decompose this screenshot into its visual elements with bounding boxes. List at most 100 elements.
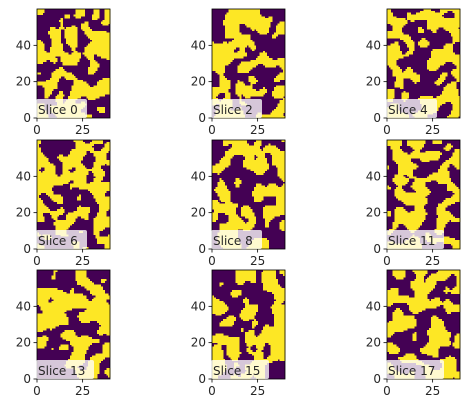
heatmap-cell xyxy=(427,329,448,333)
heatmap-cell xyxy=(259,88,268,92)
heatmap-cell xyxy=(226,344,240,347)
heatmap-cell xyxy=(64,30,78,33)
heatmap-cell xyxy=(62,63,78,66)
heatmap-cell xyxy=(456,284,461,287)
heatmap-cell xyxy=(91,39,111,42)
heatmap-cell xyxy=(212,218,218,221)
heatmap-cell xyxy=(57,156,83,159)
heatmap-cell xyxy=(212,63,229,66)
heatmap-cell xyxy=(456,275,461,278)
heatmap-cell xyxy=(37,194,40,197)
heatmap-cell xyxy=(243,154,255,157)
heatmap-cell xyxy=(447,143,452,146)
heatmap-cell xyxy=(397,167,417,170)
heatmap-cell xyxy=(212,94,218,97)
heatmap-cell xyxy=(407,16,444,19)
slice-label: Slice 6 xyxy=(36,230,87,249)
heatmap-cell xyxy=(93,161,111,164)
x-tick-label: 25 xyxy=(250,123,265,137)
heatmap-cell xyxy=(51,297,87,300)
heatmap-cell xyxy=(215,190,231,193)
heatmap-cell xyxy=(99,79,111,82)
heatmap-cell xyxy=(447,311,452,314)
heatmap-cell xyxy=(51,41,62,44)
heatmap-cell xyxy=(408,47,415,50)
heatmap-cell xyxy=(93,223,111,226)
x-tick-label: 25 xyxy=(425,384,440,398)
heatmap-cell xyxy=(456,65,461,68)
heatmap-cell xyxy=(394,41,399,44)
heatmap-cell xyxy=(89,63,100,66)
heatmap-cell xyxy=(37,143,40,146)
heatmap-cell xyxy=(387,289,399,293)
heatmap-cell xyxy=(106,368,111,371)
heatmap-cell xyxy=(84,286,103,289)
heatmap-cell xyxy=(235,179,242,183)
heatmap-cell xyxy=(84,54,94,57)
heatmap-cell xyxy=(281,185,286,188)
heatmap-cell xyxy=(392,72,417,75)
heatmap-cell xyxy=(224,32,242,35)
heatmap-cell xyxy=(394,212,428,215)
heatmap-cell xyxy=(104,245,111,248)
heatmap-cell xyxy=(272,158,286,161)
heatmap-cell xyxy=(62,169,69,172)
heatmap-cell xyxy=(390,23,406,26)
heatmap-cell xyxy=(37,214,43,217)
y-tick-label: 40 xyxy=(16,169,31,183)
heatmap-cell xyxy=(454,150,461,154)
heatmap-cell xyxy=(456,282,461,285)
heatmap-cell xyxy=(450,291,461,294)
heatmap-cell xyxy=(239,96,242,99)
heatmap-cell xyxy=(277,23,286,26)
heatmap-cell xyxy=(99,326,111,329)
heatmap-cell xyxy=(450,81,457,84)
slice-label-text: Slice 13 xyxy=(38,364,85,378)
heatmap-cell xyxy=(244,216,257,219)
heatmap-cell xyxy=(394,85,404,88)
heatmap-cell xyxy=(37,9,45,12)
heatmap-cell xyxy=(274,322,286,325)
heatmap-cell xyxy=(75,143,94,146)
heatmap-cell xyxy=(75,273,87,276)
heatmap-cell xyxy=(88,58,94,61)
heatmap-cell xyxy=(279,225,286,228)
heatmap-cell xyxy=(266,185,278,188)
subplot-3: 0 20 40 0 25 Slice 6 xyxy=(16,139,111,268)
heatmap-cell xyxy=(51,348,54,351)
heatmap-cell xyxy=(387,12,393,15)
y-tick-label: 0 xyxy=(23,111,31,125)
heatmap-cell xyxy=(414,189,430,192)
heatmap-cell xyxy=(235,85,253,88)
heatmap-cell xyxy=(397,172,413,175)
heatmap-cell xyxy=(263,284,280,287)
heatmap-cell xyxy=(275,203,286,206)
heatmap-cell xyxy=(37,322,69,325)
heatmap-cell xyxy=(84,47,111,50)
heatmap-cell xyxy=(47,30,62,33)
x-tick-label: 0 xyxy=(208,123,216,137)
heatmap-cell xyxy=(427,61,446,64)
heatmap-cell xyxy=(37,39,41,42)
heatmap-cell xyxy=(49,48,63,52)
subplot-5: 0 20 40 0 25 Slice 11 xyxy=(366,139,461,268)
heatmap-cell xyxy=(270,306,286,309)
heatmap-cell xyxy=(212,50,235,53)
heatmap-cell xyxy=(438,270,461,273)
heatmap-cell xyxy=(387,30,402,33)
heatmap-cell xyxy=(252,324,257,327)
heatmap-cell xyxy=(272,36,277,39)
heatmap-cell xyxy=(71,52,82,55)
slice-label-text: Slice 17 xyxy=(388,364,435,378)
heatmap-cell xyxy=(212,96,216,99)
heatmap-cell xyxy=(213,189,229,192)
heatmap-cell xyxy=(93,178,103,181)
heatmap-cell xyxy=(447,189,461,192)
heatmap-cell xyxy=(235,275,257,278)
heatmap-cell xyxy=(226,317,237,320)
heatmap-cell xyxy=(69,355,85,358)
heatmap-cell xyxy=(95,234,100,237)
heatmap-cell xyxy=(439,360,457,363)
heatmap-cell xyxy=(224,25,240,28)
